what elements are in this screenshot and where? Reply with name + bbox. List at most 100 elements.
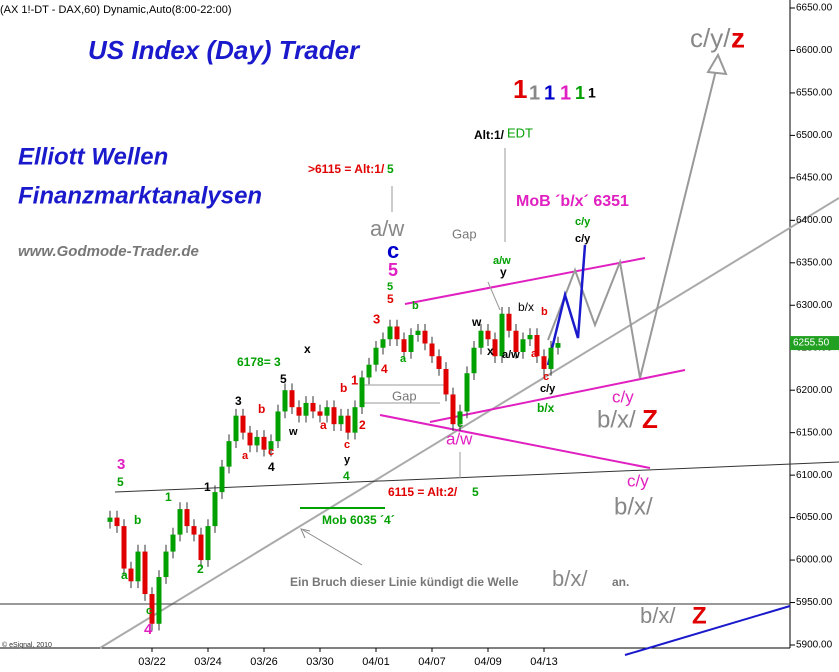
candle-body [422,330,428,344]
wave-label: a [121,568,128,582]
candle-body [142,551,148,595]
candle-body [534,334,540,357]
wave-label: 1 [513,74,527,104]
candle-body [345,415,351,433]
candle-body [387,326,393,340]
wave-label: 6115 = Alt:2/ [388,485,458,499]
candle-body [373,347,379,365]
candle-body [520,339,526,352]
chart-title: US Index (Day) Trader [88,35,361,65]
candle-body [198,534,204,561]
candle-body [247,432,253,446]
x-tick-label: 03/26 [250,656,278,668]
arrow-head [706,52,728,76]
wave-label: b/x [537,401,555,415]
wave-label: 1 [204,480,211,494]
wave-label: an. [612,575,629,589]
wave-label: 1 [544,82,555,104]
wave-label: 4 [381,362,388,376]
candle-body [471,347,477,374]
wave-label: a [400,353,407,365]
wave-label: Z [692,602,707,629]
candle-body [114,517,120,527]
y-tick-label: 6050.00 [796,512,833,523]
candle-body [443,368,449,395]
wave-label: b/x/ [552,566,588,591]
candle-body [268,441,274,450]
y-tick-label: 6650.00 [796,3,833,14]
channel-line [379,414,651,469]
wave-label: 1 [588,85,596,101]
candle-body [394,326,400,340]
wave-label: c/y [575,216,591,228]
candle-body [128,568,134,582]
wave-label: 4 [343,469,350,483]
wave-label: b/x/ [597,406,636,433]
subtitle: Finanzmarktanalysen [18,182,262,209]
wave-label: a [531,348,538,360]
candle-body [324,407,330,416]
candle-body [513,330,519,352]
arrow [302,529,363,566]
wave-label: 1 [165,490,172,504]
candle-body [408,334,414,352]
wave-label: 5 [388,260,398,280]
candle-body [226,441,232,467]
candle-body [282,390,288,412]
wave-label: 1 [351,372,358,387]
wave-label: MoB ´b/x´ 6351 [516,193,629,210]
website: www.Godmode-Trader.de [18,243,199,260]
wave-label: a/w [493,255,511,267]
wave-label: 1 [575,83,585,103]
wave-label: z [731,22,745,53]
wave-label: 3 [117,456,125,473]
channel-line [404,257,646,305]
wave-label: y [500,265,507,279]
y-tick-label: 6600.00 [796,45,833,56]
wave-label: 5 [280,372,287,386]
wave-label: 5 [117,475,124,489]
wave-label: b [412,300,419,312]
wave-label: c/y [627,471,649,490]
wave-label: y [344,454,351,466]
candle-body [296,407,302,416]
wave-label: c [457,418,463,430]
y-tick-label: 6100.00 [796,470,833,481]
trendline [624,605,791,656]
candle-body [184,509,190,527]
last-price-box [790,336,839,351]
wave-label: 6178= 3 [237,355,281,369]
wave-label: x [487,344,494,358]
candle-body [499,313,505,357]
wave-label: b/x/ [640,603,676,628]
wave-label: b/x [518,300,534,314]
y-tick-label: 6500.00 [796,130,833,141]
wave-label: b [340,381,347,395]
wave-label: b/x/ [614,493,653,520]
wave-label: Alt:1/ [474,128,505,142]
wave-label: 1 [529,82,540,104]
candle-body [541,356,547,369]
candle-body [107,517,113,522]
wave-label: c/y [540,383,556,395]
candle-body [436,356,442,369]
wave-label: 5 [387,281,393,293]
wave-label: 5 [472,485,479,499]
candle-body [478,330,484,348]
subtitle: Elliott Wellen [18,143,168,170]
forecast-path [546,244,587,366]
wave-label: a/w [370,216,404,241]
x-tick-label: 04/13 [530,656,558,668]
wave-label: a [320,418,327,432]
y-tick-label: 6300.00 [796,300,833,311]
wave-label: 4 [144,621,153,638]
candle-body [317,411,323,416]
candle-body [485,330,491,340]
wave-label: 5 [387,162,394,176]
header: (AX 1!-DT - DAX,60) Dynamic,Auto(8:00-22… [0,4,232,16]
last-price-label: 6255.50 [793,338,830,349]
wave-label: EDT [507,125,533,140]
wave-label: c [387,238,399,263]
pointer [487,281,501,311]
candle-body [261,436,267,450]
